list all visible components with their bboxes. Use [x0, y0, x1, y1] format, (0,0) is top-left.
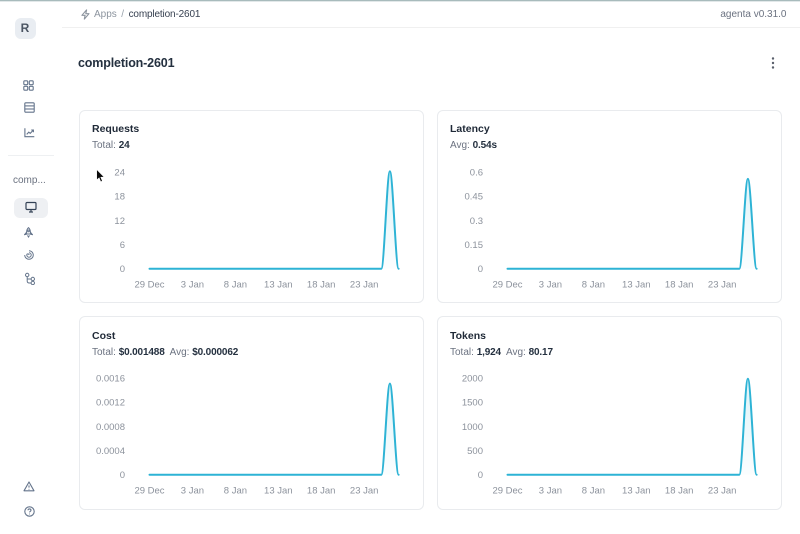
- svg-text:0.3: 0.3: [469, 215, 482, 226]
- svg-text:500: 500: [467, 446, 483, 457]
- svg-text:24: 24: [114, 167, 125, 178]
- svg-text:23 Jan: 23 Jan: [707, 486, 736, 497]
- svg-text:3 Jan: 3 Jan: [538, 486, 561, 497]
- svg-text:0.0004: 0.0004: [95, 446, 124, 457]
- svg-text:29 Dec: 29 Dec: [492, 279, 522, 290]
- svg-text:0.45: 0.45: [464, 191, 483, 202]
- svg-text:13 Jan: 13 Jan: [622, 486, 651, 497]
- svg-text:18 Jan: 18 Jan: [306, 279, 335, 290]
- svg-text:0.0016: 0.0016: [95, 374, 124, 385]
- svg-text:12: 12: [114, 215, 125, 226]
- svg-text:0: 0: [477, 264, 482, 275]
- svg-text:29 Dec: 29 Dec: [134, 279, 164, 290]
- svg-text:8 Jan: 8 Jan: [581, 279, 604, 290]
- svg-text:8 Jan: 8 Jan: [581, 486, 604, 497]
- svg-text:1000: 1000: [461, 422, 482, 433]
- svg-text:6: 6: [119, 239, 124, 250]
- svg-text:0: 0: [119, 264, 124, 275]
- svg-text:29 Dec: 29 Dec: [134, 486, 164, 497]
- svg-text:3 Jan: 3 Jan: [538, 279, 561, 290]
- svg-text:23 Jan: 23 Jan: [707, 279, 736, 290]
- svg-text:3 Jan: 3 Jan: [180, 486, 203, 497]
- svg-text:0.15: 0.15: [464, 239, 483, 250]
- svg-text:0.6: 0.6: [469, 167, 482, 178]
- svg-text:8 Jan: 8 Jan: [223, 486, 246, 497]
- svg-text:13 Jan: 13 Jan: [264, 486, 293, 497]
- svg-text:18 Jan: 18 Jan: [664, 486, 693, 497]
- svg-text:18 Jan: 18 Jan: [664, 279, 693, 290]
- svg-text:13 Jan: 13 Jan: [622, 279, 651, 290]
- svg-text:0: 0: [477, 470, 482, 481]
- svg-text:3 Jan: 3 Jan: [180, 279, 203, 290]
- svg-text:18: 18: [114, 191, 125, 202]
- svg-text:8 Jan: 8 Jan: [223, 279, 246, 290]
- svg-text:13 Jan: 13 Jan: [264, 279, 293, 290]
- svg-text:1500: 1500: [461, 398, 482, 409]
- svg-text:2000: 2000: [461, 374, 482, 385]
- svg-text:23 Jan: 23 Jan: [349, 486, 378, 497]
- svg-text:23 Jan: 23 Jan: [349, 279, 378, 290]
- svg-text:0: 0: [119, 470, 124, 481]
- svg-text:18 Jan: 18 Jan: [306, 486, 335, 497]
- svg-text:29 Dec: 29 Dec: [492, 486, 522, 497]
- svg-text:0.0008: 0.0008: [95, 422, 124, 433]
- svg-text:0.0012: 0.0012: [95, 398, 124, 409]
